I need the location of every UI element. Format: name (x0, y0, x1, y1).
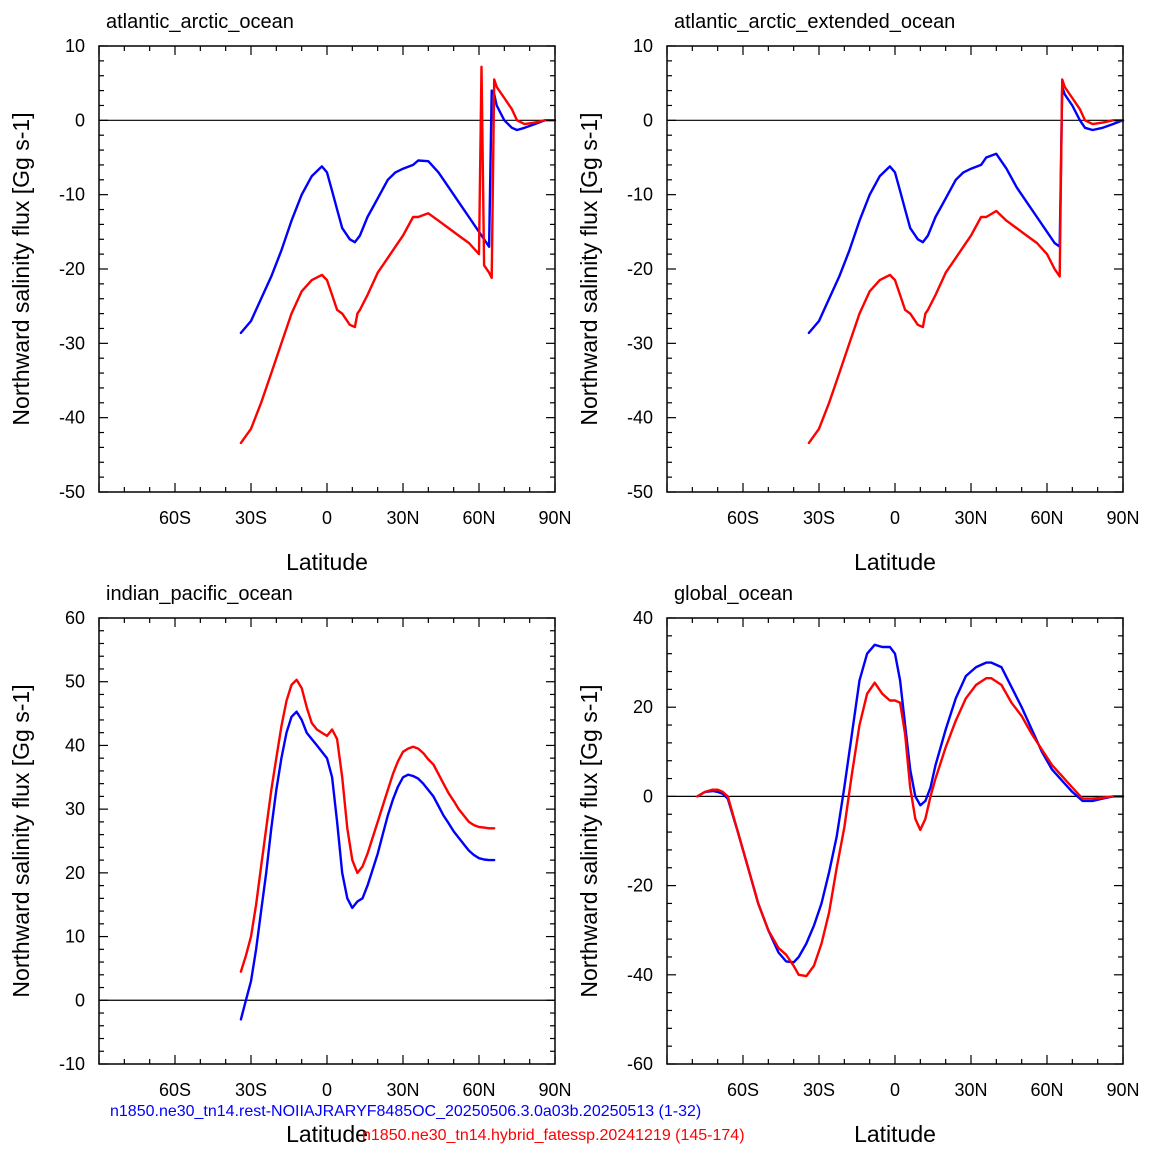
panel-title: indian_pacific_ocean (106, 583, 293, 605)
y-tick-label: -30 (627, 333, 653, 353)
y-tick-label: 0 (643, 786, 653, 806)
y-axis-label: Northward salinity flux [Gg s-1] (576, 684, 602, 997)
y-tick-label: -20 (59, 259, 85, 279)
x-tick-label: 30S (235, 508, 267, 528)
x-tick-label: 60N (1030, 508, 1063, 528)
x-tick-label: 90N (1106, 1080, 1139, 1100)
y-tick-label: 10 (633, 36, 653, 56)
x-tick-label: 30N (386, 508, 419, 528)
y-tick-label: -20 (627, 259, 653, 279)
y-tick-label: -40 (59, 408, 85, 428)
series-line-run2 (239, 678, 496, 973)
x-axis-label: Latitude (286, 549, 368, 575)
y-axis-label: Northward salinity flux [Gg s-1] (576, 112, 602, 425)
x-tick-label: 60N (462, 508, 495, 528)
y-tick-label: 60 (65, 608, 85, 628)
series-line-run2 (807, 78, 1125, 445)
y-tick-label: 10 (65, 927, 85, 947)
y-tick-label: -10 (59, 1054, 85, 1074)
series-line-run1 (807, 85, 1125, 335)
x-tick-label: 60S (727, 508, 759, 528)
x-tick-label: 30S (803, 1080, 835, 1100)
y-tick-label: -20 (627, 876, 653, 896)
y-tick-label: 30 (65, 799, 85, 819)
x-tick-label: 0 (890, 1080, 900, 1100)
x-tick-label: 0 (890, 508, 900, 528)
y-tick-label: -10 (627, 185, 653, 205)
x-tick-label: 60S (159, 508, 191, 528)
y-tick-label: -40 (627, 965, 653, 985)
y-tick-label: 0 (643, 110, 653, 130)
x-tick-label: 30S (235, 1080, 267, 1100)
plot-frame (98, 617, 556, 1065)
y-tick-label: 20 (633, 697, 653, 717)
x-tick-label: 30N (954, 508, 987, 528)
y-tick-label: 50 (65, 672, 85, 692)
y-tick-label: 40 (65, 735, 85, 755)
x-tick-label: 60N (1030, 1080, 1063, 1100)
x-tick-label: 60S (159, 1080, 191, 1100)
chart-panel: global_ocean 60S 30S 0 30N 60N 90N -60 -40 -20 0 20… (576, 583, 1140, 1147)
x-tick-label: 30S (803, 508, 835, 528)
legend-run2-label: n1850.ne30_tn14.hybrid_fatessp.20241219 … (362, 1127, 745, 1144)
panel-title: global_ocean (674, 583, 793, 605)
x-tick-label: 90N (538, 508, 571, 528)
x-tick-label: 30N (954, 1080, 987, 1100)
y-axis-label: Northward salinity flux [Gg s-1] (8, 684, 34, 997)
x-tick-label: 90N (1106, 508, 1139, 528)
chart-panel: indian_pacific_ocean 60S 30S 0 30N 60N 90N -10 0… (8, 583, 572, 1147)
y-tick-label: 0 (75, 110, 85, 130)
x-axis-label: Latitude (854, 549, 936, 575)
legend-run1-label: n1850.ne30_tn14.rest-NOIIAJRARYF8485OC_2… (110, 1103, 702, 1120)
chart-panel: atlantic_arctic_extended_ocean 60S 30S 0 30N… (576, 11, 1140, 575)
x-axis-label: Latitude (286, 1121, 368, 1147)
x-tick-label: 60N (462, 1080, 495, 1100)
series-line-run2 (239, 65, 557, 445)
y-tick-label: 10 (65, 36, 85, 56)
series-line-run1 (239, 89, 557, 335)
panel-title: atlantic_arctic_ocean (106, 11, 294, 33)
y-axis-label: Northward salinity flux [Gg s-1] (8, 112, 34, 425)
series-line-run2 (696, 677, 1125, 978)
x-tick-label: 30N (386, 1080, 419, 1100)
y-tick-label: -40 (627, 408, 653, 428)
y-tick-label: 20 (65, 863, 85, 883)
y-tick-label: -50 (627, 482, 653, 502)
y-tick-label: -10 (59, 185, 85, 205)
series-line-run1 (239, 710, 496, 1021)
chart-panel: atlantic_arctic_ocean 60S 30S 0 30N 60N 90N -50… (8, 11, 572, 575)
y-tick-label: -60 (627, 1054, 653, 1074)
y-tick-label: -50 (59, 482, 85, 502)
plot-frame (666, 617, 1124, 1065)
y-tick-label: -30 (59, 333, 85, 353)
y-tick-label: 40 (633, 608, 653, 628)
panel-title: atlantic_arctic_extended_ocean (674, 11, 955, 33)
x-axis-label: Latitude (854, 1121, 936, 1147)
x-tick-label: 90N (538, 1080, 571, 1100)
y-tick-label: 0 (75, 990, 85, 1010)
x-tick-label: 60S (727, 1080, 759, 1100)
x-tick-label: 0 (322, 1080, 332, 1100)
x-tick-label: 0 (322, 508, 332, 528)
